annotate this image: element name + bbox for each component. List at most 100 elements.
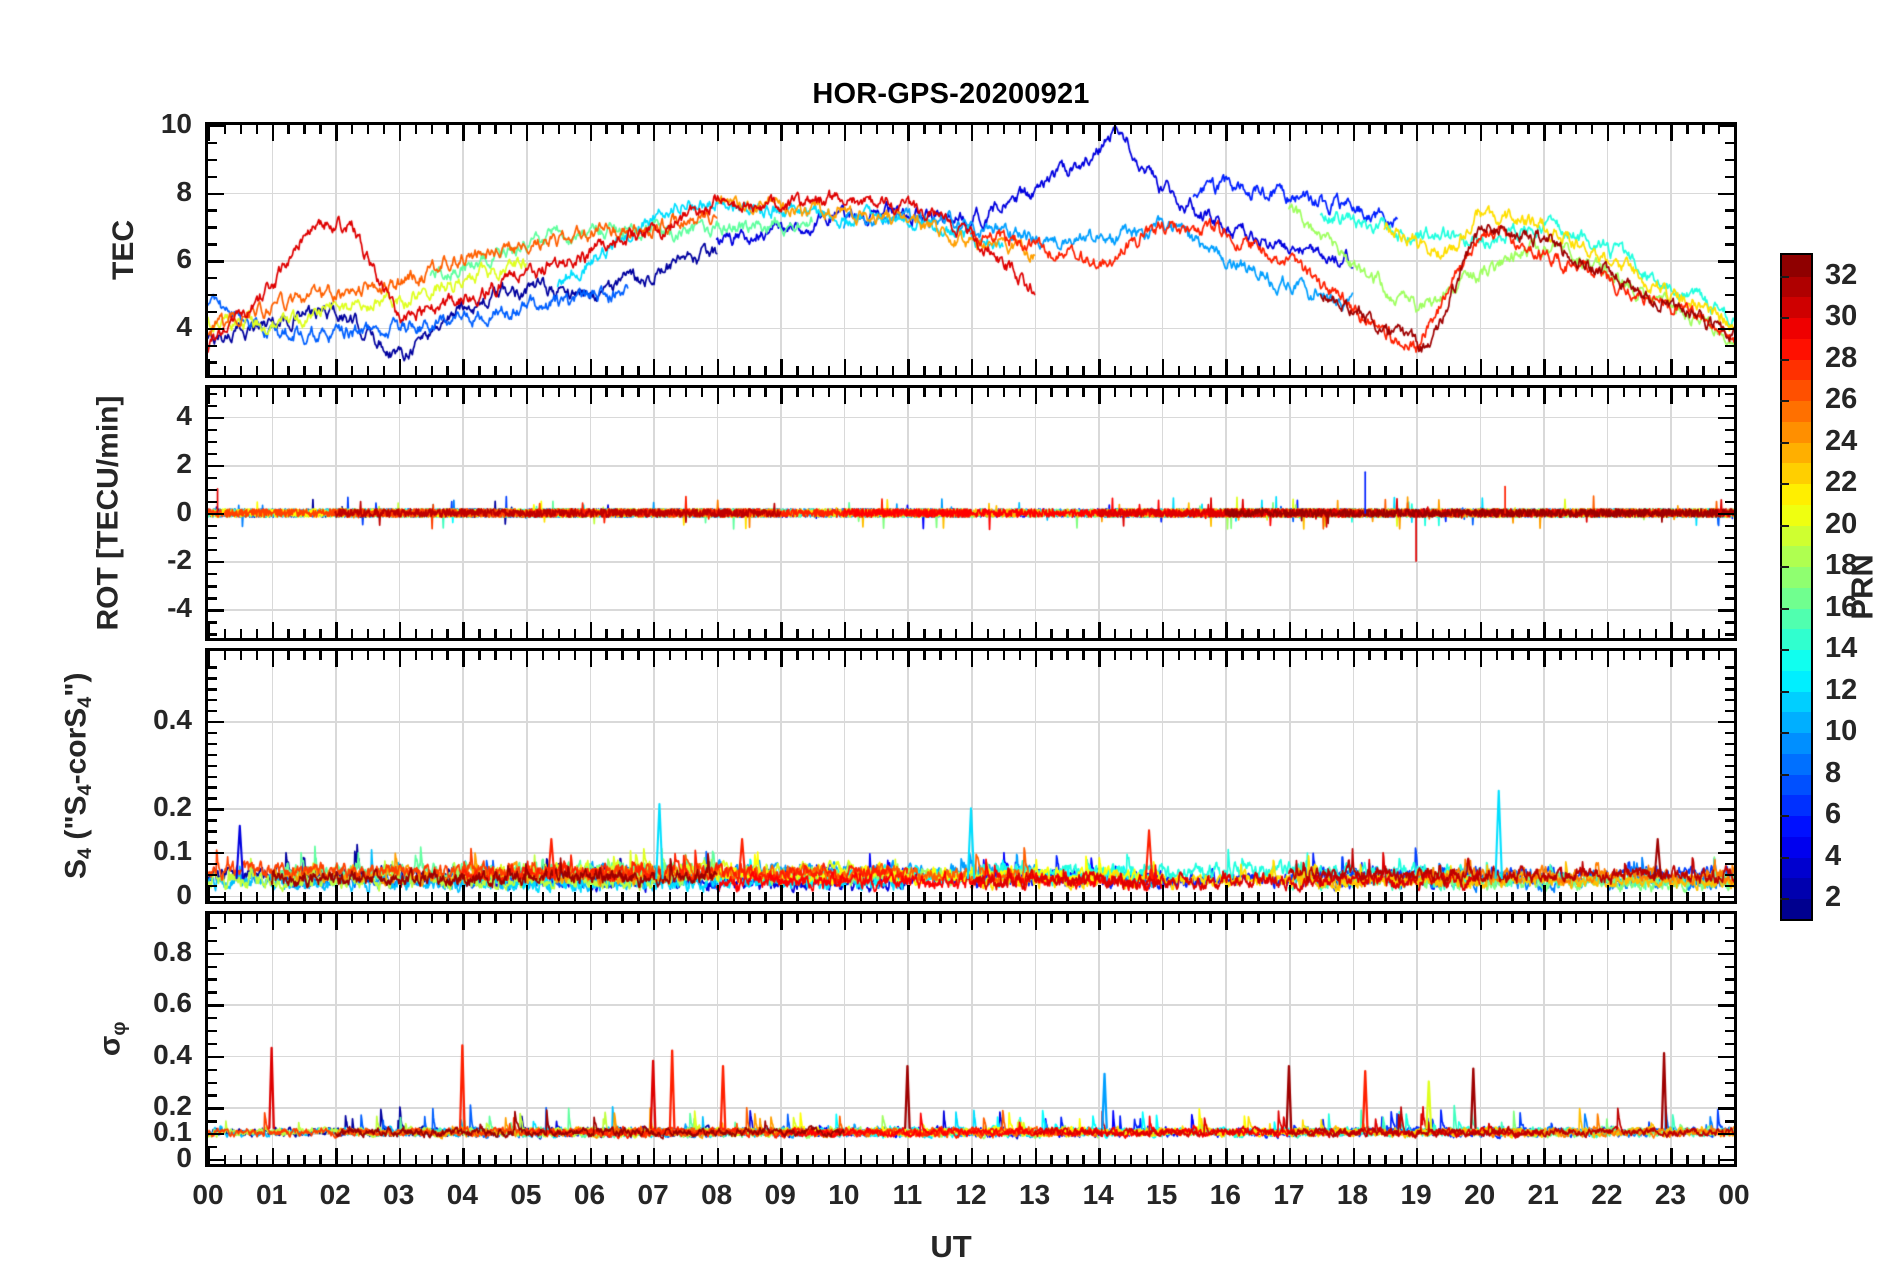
colorbar-segment <box>1782 773 1811 796</box>
x-tick <box>1002 366 1006 375</box>
x-tick <box>1304 388 1308 397</box>
x-tick <box>1098 885 1101 901</box>
y-tick <box>1725 141 1734 145</box>
x-tick <box>1670 622 1673 638</box>
y-tick <box>1718 720 1734 724</box>
y-tick <box>1725 939 1734 943</box>
y-tick <box>208 926 217 930</box>
x-tick <box>1352 914 1355 930</box>
x-tick <box>764 651 767 660</box>
x-tick <box>1352 1148 1355 1164</box>
x-tick <box>271 388 274 404</box>
y-tick <box>1725 310 1734 314</box>
y-tick <box>208 513 224 516</box>
colorbar-tick <box>1780 317 1789 320</box>
x-tick <box>494 651 497 660</box>
x-tick <box>1225 125 1228 141</box>
x-tick <box>1082 366 1085 375</box>
x-tick <box>1654 1155 1657 1164</box>
x-tick <box>1734 914 1736 930</box>
y-tick <box>208 939 217 943</box>
x-tick <box>637 892 640 901</box>
x-tick <box>1161 914 1165 930</box>
x-tick <box>1352 651 1355 667</box>
y-axis-title-s4: S4 ("S4-corS4") <box>59 672 96 880</box>
series-layer-rot <box>208 388 1734 638</box>
x-tick <box>478 651 481 660</box>
x-tick <box>1241 388 1244 397</box>
x-tick <box>971 388 974 404</box>
colorbar-title: PRN <box>1844 554 1880 620</box>
x-tick <box>335 1148 338 1164</box>
x-tick <box>1336 914 1339 923</box>
x-tick <box>1654 651 1657 660</box>
x-tick <box>939 125 942 134</box>
x-tick <box>1320 651 1324 660</box>
x-tick <box>398 1148 402 1164</box>
x-tick <box>1320 892 1324 901</box>
x-tick <box>573 125 576 134</box>
y-tick <box>1725 677 1734 680</box>
colorbar-tick-label: 28 <box>1825 341 1858 374</box>
y-tick <box>208 243 217 246</box>
y-tick <box>208 488 217 492</box>
x-tick <box>621 629 624 638</box>
x-tick <box>1638 892 1642 901</box>
x-tick <box>1241 892 1244 901</box>
x-tick <box>827 125 831 134</box>
x-tick-label: 22 <box>1591 1179 1623 1210</box>
x-tick <box>414 125 418 134</box>
x-tick <box>430 388 433 397</box>
y-tick <box>208 978 217 981</box>
x-tick <box>780 125 783 141</box>
x-tick <box>414 914 418 923</box>
x-tick <box>1225 914 1228 930</box>
series-layer-s4 <box>208 651 1734 901</box>
x-tick <box>1479 914 1483 930</box>
x-tick <box>1670 885 1673 901</box>
x-tick <box>637 125 640 134</box>
x-tick <box>684 388 688 397</box>
x-tick <box>525 1148 529 1164</box>
y-tick-label-tec: 10 <box>160 108 192 139</box>
x-tick <box>255 914 259 923</box>
x-tick <box>955 1155 958 1164</box>
x-tick <box>684 125 688 134</box>
y-tick <box>208 549 217 552</box>
y-tick <box>1718 1133 1734 1136</box>
x-tick <box>1416 125 1419 141</box>
x-tick <box>1288 622 1292 638</box>
y-tick-label-tec: 4 <box>176 310 192 342</box>
x-tick <box>875 366 879 375</box>
x-tick <box>796 914 799 923</box>
x-tick <box>239 914 243 923</box>
x-tick <box>1161 388 1165 404</box>
x-tick <box>287 914 290 923</box>
panel-sigmaphi <box>205 911 1737 1167</box>
x-tick <box>653 622 656 638</box>
series-layer-sigmaphi <box>208 914 1734 1164</box>
x-tick <box>1400 1155 1403 1164</box>
colorbar-tick <box>1780 607 1789 610</box>
x-tick <box>1066 1155 1069 1164</box>
y-tick <box>1718 1107 1734 1110</box>
x-tick <box>1241 366 1244 375</box>
x-tick <box>255 366 259 375</box>
x-tick <box>1479 885 1483 901</box>
x-tick <box>1336 629 1339 638</box>
x-tick <box>446 125 449 134</box>
x-tick <box>1368 629 1371 638</box>
x-tick <box>1606 651 1610 667</box>
x-tick <box>939 388 942 397</box>
x-tick <box>557 914 561 923</box>
x-tick <box>1304 125 1308 134</box>
x-tick <box>446 366 449 375</box>
x-tick <box>287 1155 290 1164</box>
x-tick <box>510 651 513 660</box>
x-tick <box>1161 1148 1165 1164</box>
x-tick <box>700 892 704 901</box>
x-tick <box>430 1155 433 1164</box>
y-tick-label-rot: 2 <box>176 447 192 479</box>
y-tick <box>208 1120 217 1123</box>
x-tick <box>1447 366 1451 375</box>
